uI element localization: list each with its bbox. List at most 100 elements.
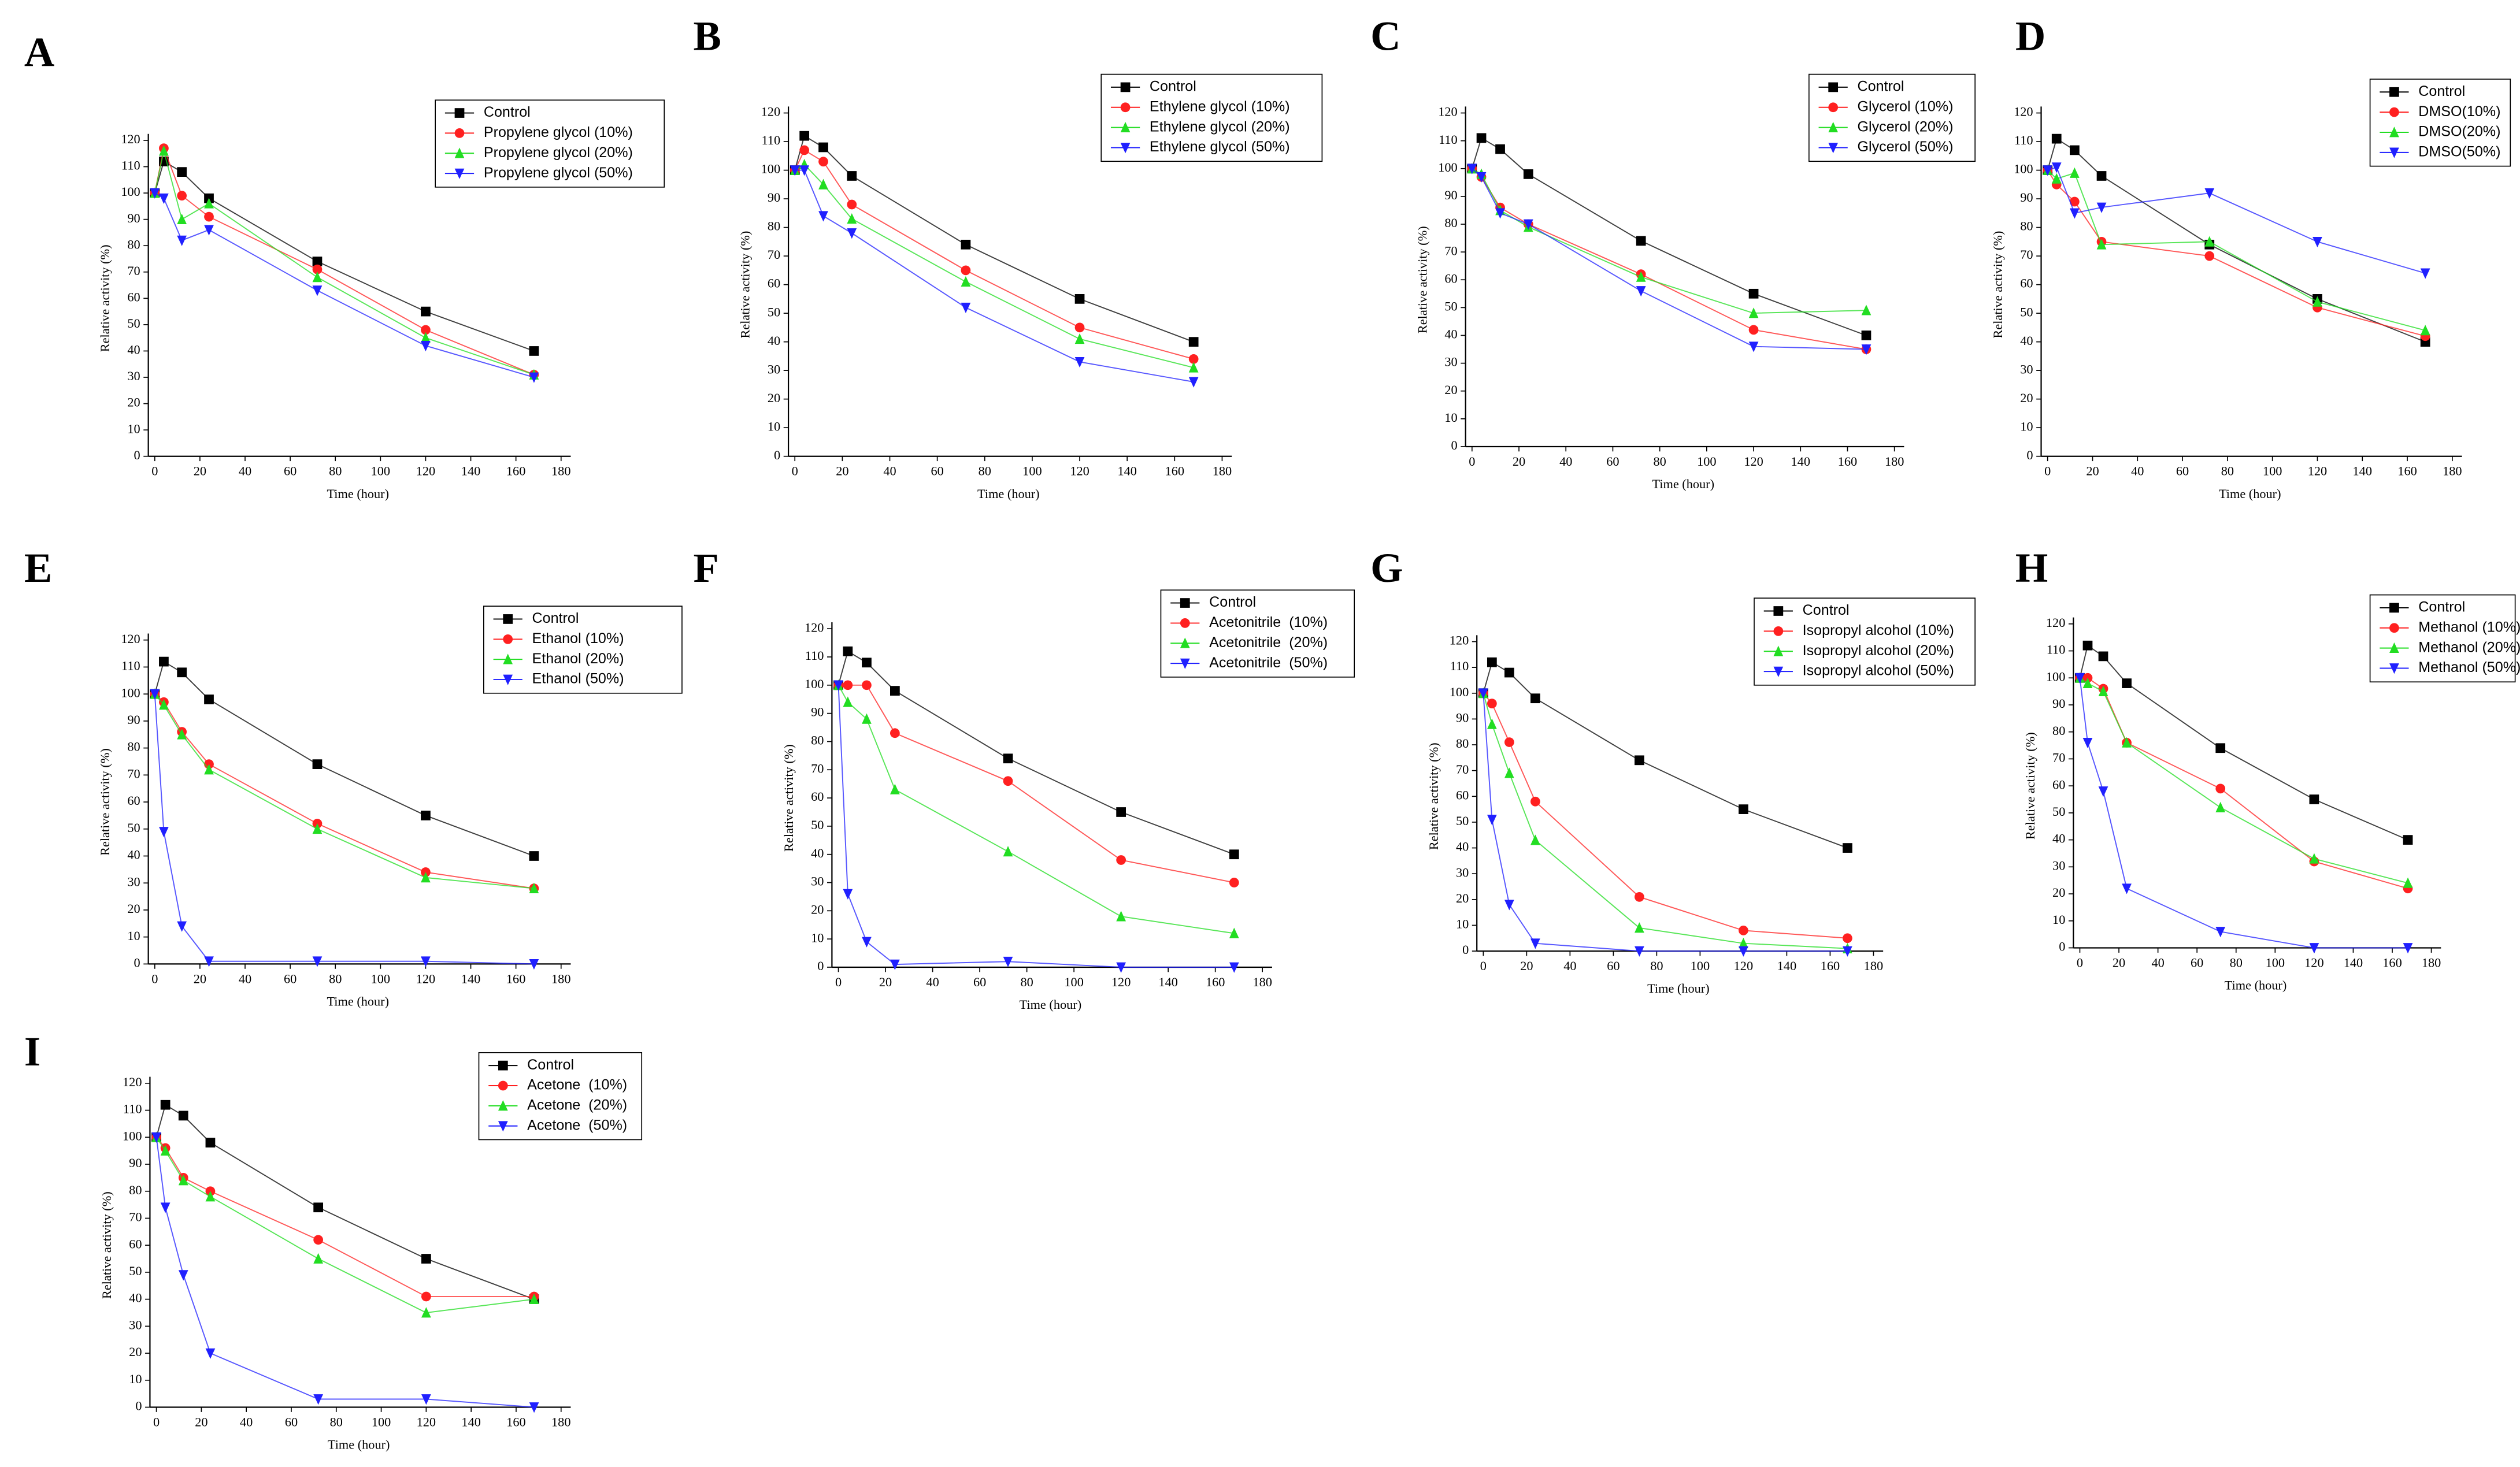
- y-axis-title: Relative activity (%): [1415, 226, 1429, 333]
- point: [1530, 796, 1540, 807]
- x-tick-label: 120: [416, 464, 435, 478]
- y-tick-label: 50: [127, 820, 140, 835]
- point: [1843, 843, 1852, 853]
- point: [2098, 651, 2108, 662]
- point: [1478, 688, 1488, 699]
- y-tick-label: 30: [768, 362, 780, 376]
- y-tick-label: 100: [2046, 669, 2065, 684]
- point: [159, 699, 169, 710]
- point: [205, 1138, 216, 1147]
- x-tick-label: 0: [2077, 956, 2083, 970]
- panel-label: F: [693, 544, 718, 591]
- legend-marker: [1773, 626, 1784, 636]
- y-axis-title: Relative activity (%): [1991, 231, 2005, 339]
- point: [177, 191, 187, 201]
- point: [204, 211, 214, 222]
- y-tick-label: 30: [127, 874, 140, 889]
- y-tick-label: 100: [123, 1128, 142, 1143]
- x-tick-label: 100: [1697, 454, 1716, 469]
- y-tick-label: 30: [811, 874, 824, 889]
- point: [421, 956, 431, 967]
- point: [204, 198, 214, 209]
- point: [1495, 144, 1505, 154]
- point: [1003, 846, 1013, 857]
- point: [2309, 853, 2319, 864]
- point: [159, 656, 169, 667]
- y-tick-label: 120: [805, 620, 824, 634]
- series-line: [154, 693, 535, 889]
- y-tick-label: 40: [127, 343, 140, 357]
- point: [1530, 938, 1540, 949]
- point: [159, 827, 169, 838]
- point: [1635, 946, 1644, 957]
- legend-label: Control: [484, 104, 531, 120]
- point: [178, 1270, 188, 1281]
- x-tick-label: 120: [2308, 464, 2327, 478]
- legend-label: Acetonitrile (20%): [1209, 634, 1328, 651]
- x-tick-label: 60: [1607, 959, 1620, 973]
- y-tick-label: 20: [1456, 891, 1469, 905]
- point: [2403, 877, 2413, 888]
- point: [862, 680, 872, 690]
- y-tick-label: 90: [811, 705, 824, 719]
- series-line: [154, 160, 535, 352]
- x-tick-label: 20: [194, 971, 206, 986]
- y-tick-label: 70: [127, 766, 140, 781]
- legend-marker: [1120, 102, 1131, 113]
- y-axis-title: Relative activity (%): [98, 748, 112, 856]
- point: [312, 264, 323, 274]
- legend-box: [1754, 597, 1976, 686]
- legend-label: DMSO(10%): [2418, 103, 2500, 120]
- x-tick-label: 0: [792, 464, 798, 478]
- y-tick-label: 100: [1450, 685, 1469, 699]
- point: [150, 188, 160, 199]
- point: [177, 729, 187, 740]
- x-tick-label: 100: [2263, 464, 2282, 478]
- point: [151, 1132, 161, 1143]
- point: [862, 713, 872, 724]
- y-tick-label: 0: [774, 448, 780, 462]
- y-tick-label: 10: [127, 929, 140, 943]
- point: [847, 171, 857, 181]
- x-axis-title: Time (hour): [1647, 981, 1710, 996]
- x-tick-label: 140: [461, 1415, 480, 1429]
- y-tick-label: 20: [2020, 391, 2033, 405]
- y-tick-label: 50: [1444, 299, 1457, 313]
- point: [205, 1191, 216, 1202]
- legend-marker: [1120, 121, 1131, 133]
- series-line: [794, 164, 1194, 369]
- legend-marker: [2389, 642, 2399, 653]
- point: [2420, 325, 2430, 336]
- y-tick-label: 110: [2047, 642, 2066, 657]
- point: [529, 372, 539, 383]
- x-tick-label: 160: [506, 1415, 525, 1429]
- point: [2204, 251, 2215, 261]
- legend-marker: [454, 128, 465, 138]
- x-tick-label: 180: [1252, 975, 1272, 989]
- point: [890, 783, 900, 794]
- x-tick-label: 0: [151, 464, 158, 478]
- y-tick-label: 20: [2052, 885, 2065, 900]
- point: [1748, 325, 1759, 335]
- point: [2069, 208, 2080, 219]
- point: [160, 1100, 171, 1110]
- y-axis-title: Relative activity (%): [2023, 732, 2037, 840]
- legend-marker: [503, 614, 513, 624]
- series-line: [154, 693, 534, 889]
- point: [2043, 165, 2053, 176]
- point: [1188, 337, 1199, 347]
- point: [2215, 783, 2226, 794]
- point: [421, 325, 431, 335]
- y-tick-label: 70: [811, 761, 824, 775]
- y-tick-label: 40: [1444, 327, 1457, 341]
- x-tick-label: 40: [1563, 959, 1576, 973]
- x-axis-title: Time (hour): [1652, 477, 1714, 491]
- x-tick-label: 20: [2113, 956, 2125, 970]
- point: [177, 213, 187, 225]
- x-tick-label: 80: [1650, 959, 1663, 973]
- point: [1748, 307, 1759, 318]
- x-tick-label: 140: [461, 464, 480, 478]
- series-line: [837, 650, 1235, 855]
- x-tick-label: 100: [371, 464, 390, 478]
- point: [1739, 926, 1748, 935]
